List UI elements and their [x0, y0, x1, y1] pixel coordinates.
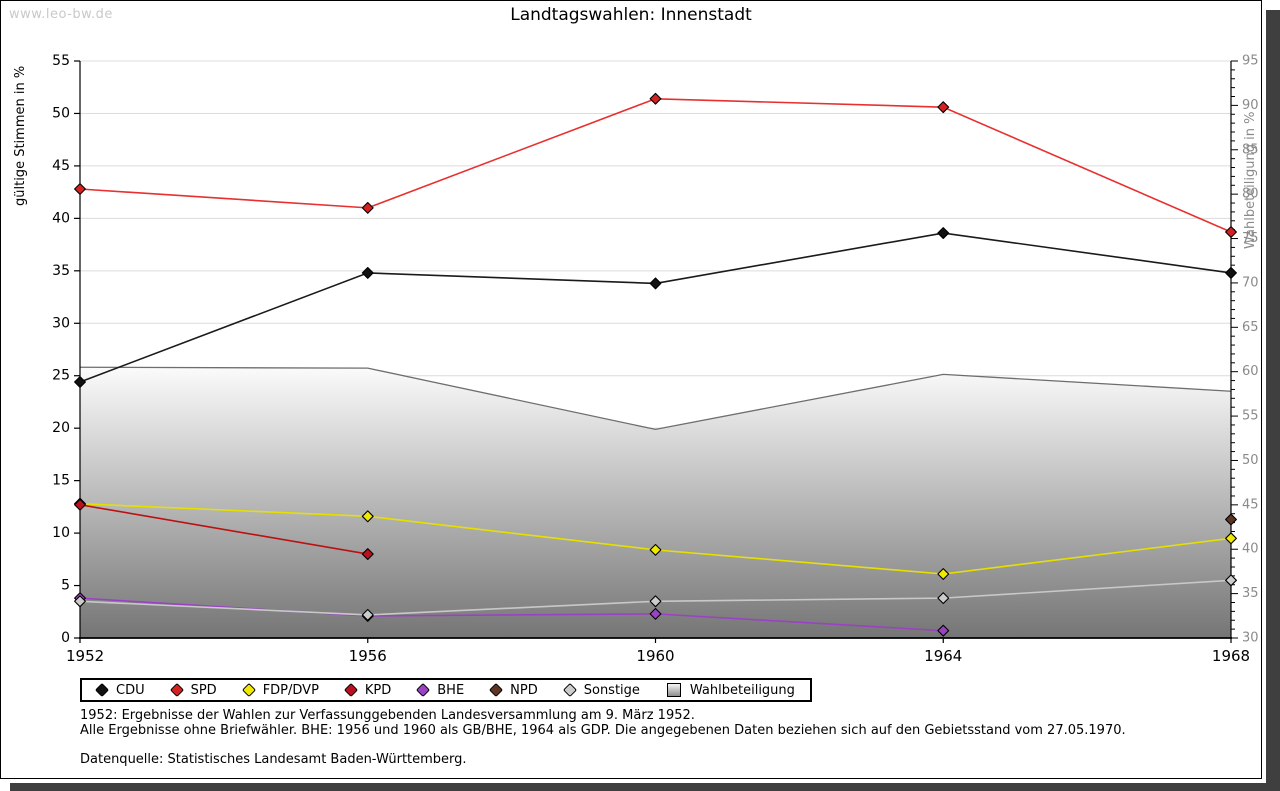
legend-item: SPD [169, 682, 217, 698]
marker-SPD-1960 [649, 92, 662, 105]
legend-item-label: FDP/DVP [262, 682, 319, 698]
marker-FDP-DVP-1968 [1225, 532, 1237, 545]
legend-item-label: KPD [364, 682, 392, 698]
left-axis-tick-label: 55 [52, 53, 70, 69]
page-title: Landtagswahlen: Innenstadt [510, 5, 752, 25]
legend-item: FDP/DVP [241, 682, 319, 698]
chart-legend: CDU SPD FDP/DVP KPD BHE NPD Sonstige Wah… [80, 678, 812, 702]
left-axis-tick-label: 10 [52, 525, 70, 541]
marker-KPD-1956 [361, 548, 374, 561]
left-axis-tick-label: 45 [52, 158, 70, 174]
left-axis-tick-label: 40 [52, 210, 70, 226]
right-axis-label: Wahlbeteiligung in % [1243, 111, 1258, 249]
marker-CDU-1960 [649, 277, 662, 290]
legend-marker-icon [94, 682, 110, 698]
marker-CDU-1968 [1225, 266, 1237, 279]
left-axis-tick-label: 35 [52, 263, 70, 279]
left-axis-tick-label: 30 [52, 315, 70, 331]
right-axis-tick-label: 75 [1242, 231, 1259, 246]
left-axis-tick-label: 15 [52, 473, 70, 489]
legend-item-label: BHE [437, 682, 465, 698]
series-line-BHE [79, 597, 944, 632]
marker-SPD-1964 [937, 101, 950, 114]
x-axis-tick-label: 1968 [1212, 647, 1250, 665]
left-axis-tick-label: 5 [61, 578, 70, 594]
footnotes: 1952: Ergebnisse der Wahlen zur Verfassu… [80, 708, 1126, 767]
right-axis-tick-label: 95 [1242, 54, 1259, 69]
marker-Sonstige-1956 [361, 608, 374, 621]
marker-SPD-1956 [361, 201, 374, 214]
marker-CDU-1952 [74, 376, 86, 388]
marker-BHE-1964 [937, 624, 950, 637]
marker-Sonstige-1960 [649, 595, 662, 608]
left-axis-tick-label: 50 [52, 105, 70, 121]
marker-KPD-1952 [74, 498, 86, 511]
marker-BHE-1960 [649, 607, 662, 620]
footnote-line-1: 1952: Ergebnisse der Wahlen zur Verfassu… [80, 708, 695, 723]
legend-item: BHE [416, 682, 465, 698]
left-axis-tick-label: 0 [61, 630, 70, 646]
right-axis-tick-label: 45 [1242, 497, 1259, 512]
legend-marker-icon [169, 682, 184, 698]
right-axis-tick-label: 90 [1242, 98, 1259, 113]
legend-item: CDU [94, 682, 145, 698]
left-axis-label: gültige Stimmen in % [13, 65, 28, 206]
legend-marker-icon [489, 682, 504, 698]
marker-Sonstige-1952 [74, 595, 86, 608]
legend-marker-icon [416, 682, 431, 698]
right-axis-tick-label: 50 [1242, 453, 1259, 468]
right-axis-tick-label: 55 [1242, 409, 1259, 424]
watermark-leo-bw: www.leo-bw.de [9, 7, 113, 22]
right-axis-tick-label: 85 [1242, 142, 1259, 157]
legend-marker-icon [241, 682, 256, 698]
left-axis-tick-label: 25 [52, 368, 70, 384]
legend-item-label: Wahlbeteiligung [689, 682, 795, 698]
legend-item: Sonstige [562, 682, 640, 698]
x-axis-tick-label: 1952 [66, 647, 104, 665]
page-shadow-bottom [10, 783, 1280, 791]
right-axis-tick-label: 35 [1242, 586, 1259, 601]
marker-SPD-1968 [1225, 226, 1237, 238]
legend-marker-icon [666, 683, 681, 697]
right-axis-tick-label: 65 [1242, 320, 1259, 335]
legend-item-label: NPD [510, 682, 538, 698]
right-axis-tick-label: 30 [1242, 631, 1259, 646]
page-shadow-right [1266, 10, 1280, 791]
x-axis-tick-label: 1964 [924, 647, 962, 665]
marker-NPD-1968 [1225, 513, 1237, 526]
marker-CDU-1964 [937, 227, 950, 240]
marker-FDP-DVP-1960 [649, 543, 662, 556]
x-axis-tick-label: 1960 [636, 647, 674, 665]
series-line-CDU [79, 232, 1232, 383]
marker-FDP-DVP-1956 [361, 510, 374, 523]
participation-area-outline [79, 366, 1232, 431]
legend-item-label: SPD [190, 682, 217, 698]
legend-item: Wahlbeteiligung [666, 682, 795, 698]
marker-FDP-DVP-1964 [937, 568, 950, 580]
legend-marker-icon [562, 682, 577, 698]
left-axis-tick-label: 20 [52, 420, 70, 436]
legend-item-label: CDU [116, 682, 145, 698]
right-axis-tick-label: 80 [1242, 187, 1259, 202]
right-axis-tick-label: 70 [1242, 275, 1259, 290]
legend-marker-icon [343, 682, 358, 698]
legend-item: KPD [343, 682, 392, 698]
series-line-KPD [79, 503, 368, 555]
marker-CDU-1956 [361, 266, 374, 279]
legend-item-label: Sonstige [583, 682, 640, 698]
legend-item: NPD [489, 682, 538, 698]
footnote-line-2: Alle Ergebnisse ohne Briefwähler. BHE: 1… [80, 723, 1126, 738]
footnote-source: Datenquelle: Statistisches Landesamt Bad… [80, 752, 467, 767]
election-line-chart: 0 5 10 15 20 25 30 35 40 45 50 55 30 35 40 45 50 55 60 65 70… [52, 53, 1259, 665]
right-axis-tick-label: 40 [1242, 542, 1259, 557]
x-axis-tick-label: 1956 [349, 647, 387, 665]
right-axis-tick-label: 60 [1242, 364, 1259, 379]
marker-Sonstige-1964 [937, 592, 950, 605]
series-line-SPD [79, 97, 1232, 233]
marker-SPD-1952 [74, 183, 86, 195]
marker-Sonstige-1968 [1225, 574, 1237, 587]
chart-page: 0 5 10 15 20 25 30 35 40 45 50 55 30 35 40 45 50 55 60 65 70… [0, 0, 1262, 779]
